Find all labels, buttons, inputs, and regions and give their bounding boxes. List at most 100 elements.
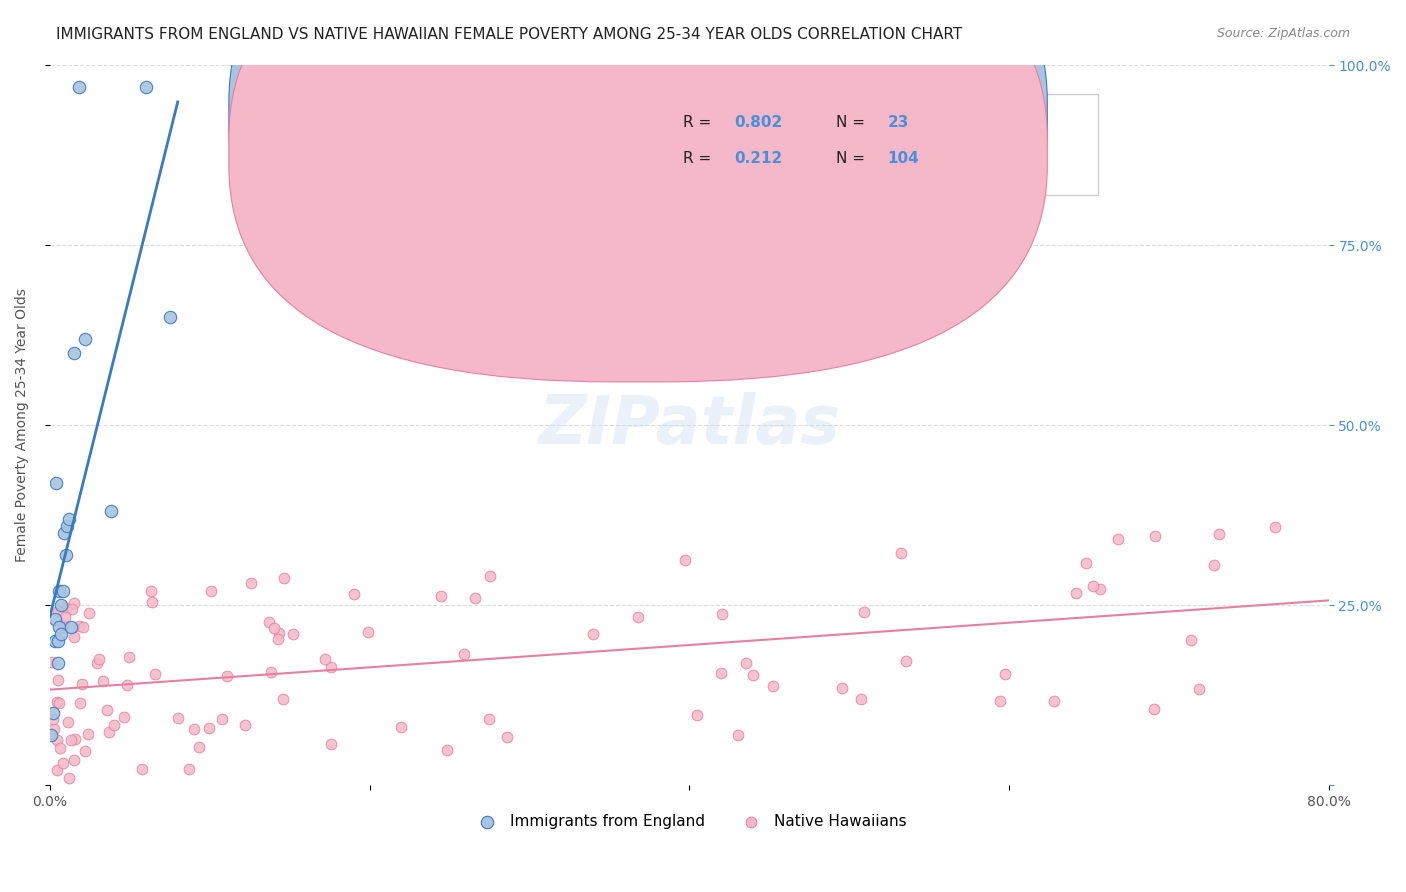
Point [1043, 694, 1066, 708]
Point [496, 730, 519, 744]
Point [166, 711, 188, 725]
Point [430, 589, 453, 603]
Point [48, 673, 70, 687]
Point [1064, 585, 1087, 599]
Point [436, 743, 458, 757]
Point [56, 519, 79, 533]
Point [177, 762, 200, 776]
Point [183, 722, 205, 736]
Point [215, 669, 238, 683]
FancyBboxPatch shape [229, 0, 1047, 382]
Point [55, 600, 77, 615]
Point [49, 598, 72, 612]
Point [141, 594, 163, 608]
Point [48, 604, 70, 618]
Point [1143, 529, 1166, 543]
Point [389, 721, 412, 735]
FancyBboxPatch shape [229, 0, 1047, 346]
Point [69, 696, 91, 710]
Point [143, 666, 166, 681]
Point [53, 526, 76, 541]
Point [710, 607, 733, 622]
Text: N =: N = [837, 152, 870, 167]
Point [100, 504, 122, 518]
Point [1264, 520, 1286, 534]
Text: 23: 23 [887, 115, 908, 130]
Point [87, 651, 110, 665]
Point [52, 618, 75, 632]
Point [63, 753, 86, 767]
Point [41, 655, 63, 669]
Text: IMMIGRANTS FROM ENGLAND VS NATIVE HAWAIIAN FEMALE POVERTY AMONG 25-34 YEAR OLDS : IMMIGRANTS FROM ENGLAND VS NATIVE HAWAII… [56, 27, 963, 42]
Point [1088, 582, 1111, 597]
Point [77, 727, 100, 741]
Point [46, 656, 69, 670]
Point [266, 632, 288, 646]
Point [257, 615, 280, 630]
Point [45, 695, 67, 709]
Point [1143, 701, 1166, 715]
Point [96, 703, 118, 717]
Point [1208, 526, 1230, 541]
Point [42, 722, 65, 736]
Text: 0.802: 0.802 [734, 115, 782, 130]
Point [135, 79, 157, 94]
Point [357, 624, 380, 639]
Point [41, 728, 63, 742]
Point [49, 627, 72, 641]
Point [673, 553, 696, 567]
Point [478, 712, 501, 726]
Point [1202, 558, 1225, 573]
Point [44, 634, 66, 648]
Point [853, 605, 876, 619]
Legend: Immigrants from England, Native Hawaiians: Immigrants from England, Native Hawaiian… [465, 808, 912, 835]
Point [1081, 579, 1104, 593]
Point [131, 762, 153, 776]
Point [479, 568, 502, 582]
Point [55, 548, 77, 562]
Point [139, 584, 162, 599]
Point [1188, 682, 1211, 697]
Point [263, 621, 285, 635]
Point [343, 587, 366, 601]
Point [831, 681, 853, 695]
Point [63, 630, 86, 644]
Point [72, 619, 94, 633]
Point [59, 620, 82, 634]
Point [73, 744, 96, 758]
Point [994, 666, 1017, 681]
Point [1074, 557, 1097, 571]
Point [48, 741, 70, 756]
Text: N =: N = [837, 115, 870, 130]
Point [63, 596, 86, 610]
Point [453, 647, 475, 661]
Point [77, 606, 100, 620]
Point [62, 346, 84, 360]
Point [233, 718, 256, 732]
Point [240, 575, 263, 590]
Point [60, 602, 83, 616]
Text: 0.212: 0.212 [734, 152, 782, 167]
Point [115, 678, 138, 692]
Point [48, 620, 70, 634]
Point [464, 591, 486, 605]
Point [896, 654, 918, 668]
Point [52, 620, 75, 634]
Point [200, 583, 222, 598]
Point [46, 763, 69, 777]
Point [48, 583, 70, 598]
Point [761, 679, 783, 693]
Point [52, 756, 75, 770]
Point [103, 718, 125, 732]
Point [198, 721, 221, 735]
Point [42, 712, 65, 726]
Point [70, 676, 93, 690]
Text: 104: 104 [887, 152, 920, 167]
Point [211, 712, 233, 726]
Point [58, 771, 80, 785]
Point [686, 707, 709, 722]
Point [56, 714, 79, 729]
Point [86, 657, 108, 671]
Point [281, 627, 304, 641]
Point [890, 546, 912, 560]
